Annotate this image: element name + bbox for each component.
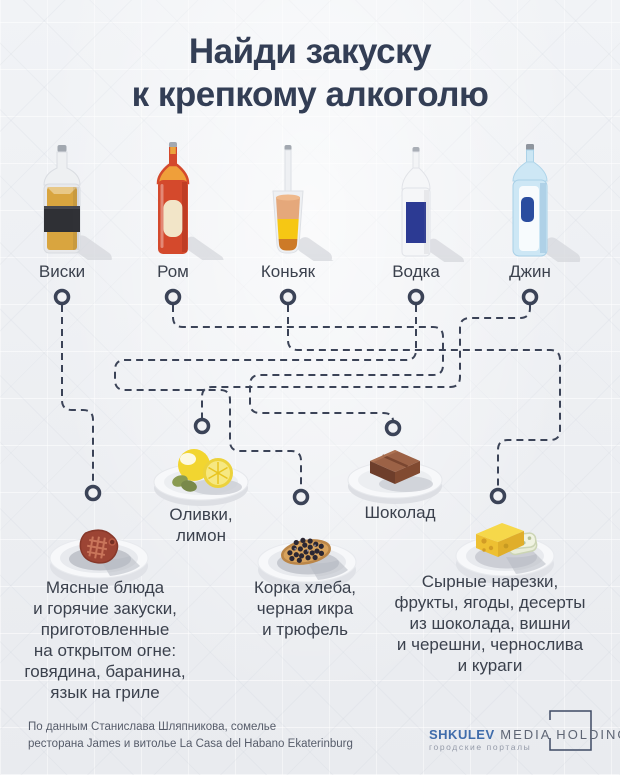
snack-label-cheese: Сырные нарезки, фрукты, ягоды, десерты и… (394, 572, 586, 675)
bread-slice (281, 537, 331, 565)
cognac-bottle-shadow (297, 237, 343, 261)
chocolate-plate (347, 450, 443, 504)
whisky-bottle-shadow (72, 235, 112, 260)
logo-brand: SHKULEV (429, 727, 495, 742)
endpoint-whisky (53, 288, 71, 306)
grill-marks (86, 536, 108, 559)
snack-label-meat: Мясные блюда и горячие закуски, приготов… (24, 578, 186, 702)
endpoint-cheese (489, 487, 507, 505)
logo-frame (549, 710, 592, 751)
drink-label-vodka: Водка (392, 262, 440, 281)
gin-bottle-shadow (542, 237, 585, 262)
route-cognac-cheese (287, 305, 561, 488)
rum-bottle-illustration (156, 142, 224, 260)
endpoint-olives (193, 417, 211, 435)
endpoint-meat (84, 484, 102, 502)
logo-rest: MEDIA HOLDING (494, 727, 620, 742)
caviar (287, 537, 325, 563)
maze-endpoints (53, 288, 539, 506)
whisky-bottle-illustration (43, 145, 112, 260)
route-whisky-meat (61, 305, 94, 485)
publisher-logo: SHKULEV MEDIA HOLDING (429, 727, 620, 742)
vodka-bottle-shadow (426, 238, 465, 262)
endpoint-bread (292, 488, 310, 506)
endpoint-gin (521, 288, 539, 306)
drink-label-rum: Ром (157, 262, 189, 281)
snack-label-olives: Оливки, лимон (169, 505, 233, 545)
bread-caviar-plate (257, 537, 357, 590)
vodka-bottle-illustration (401, 147, 465, 262)
meat-piece (79, 529, 119, 564)
endpoint-cognac (279, 288, 297, 306)
cheese-plate (455, 523, 555, 584)
gin-bottle-illustration (512, 144, 585, 262)
lemon-segments (208, 462, 228, 484)
rum-bottle-shadow (184, 236, 224, 260)
drink-label-gin: Джин (509, 262, 551, 281)
endpoint-rum (164, 288, 182, 306)
snack-label-bread: Корка хлеба, черная икра и трюфель (253, 578, 356, 639)
drink-label-cognac: Коньяк (260, 262, 316, 281)
snack-label-chocolate: Шоколад (364, 503, 436, 522)
endpoint-chocolate (384, 419, 402, 437)
meat-plate (49, 529, 149, 586)
page-title: Найди закуску к крепкому алкоголю (131, 32, 489, 115)
cheese-wedge (476, 523, 524, 557)
route-gin-olives (201, 305, 531, 419)
olives-lemon-plate (153, 449, 249, 506)
drink-label-whisky: Виски (38, 262, 86, 281)
route-rum-chocolate (172, 305, 444, 422)
source-credit: По данным Станислава Шляпникова, сомелье… (28, 721, 353, 750)
cognac-bottle-illustration (272, 145, 343, 261)
logo-tagline: городские порталы (429, 742, 532, 752)
endpoint-vodka (407, 288, 425, 306)
